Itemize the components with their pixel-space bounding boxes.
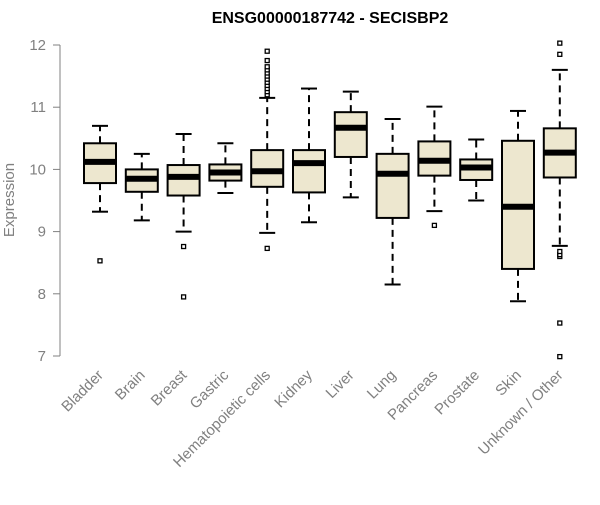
- y-axis-title: Expression: [1, 163, 18, 237]
- outlier-point: [557, 353, 563, 360]
- outlier-point: [557, 40, 563, 46]
- x-category-label: Lung: [364, 367, 400, 403]
- box-11: [501, 109, 535, 303]
- box-10: [459, 138, 494, 202]
- y-tick-label: 7: [38, 348, 46, 365]
- box-7: [333, 90, 368, 199]
- box-2: [124, 152, 159, 222]
- box-iqr: [375, 152, 410, 219]
- outlier-point: [180, 294, 187, 300]
- box-9: [417, 105, 452, 229]
- outlier-point: [264, 57, 270, 64]
- outlier-point: [264, 64, 270, 70]
- boxes-group: [83, 40, 577, 360]
- outlier-point: [97, 258, 103, 264]
- y-axis: 7 8 9 10 11 12: [29, 37, 61, 365]
- outlier-point: [557, 51, 563, 57]
- box-5: [250, 48, 285, 252]
- outlier-point: [180, 243, 187, 250]
- outlier-point: [264, 48, 270, 54]
- box-iqr: [166, 164, 201, 197]
- box-4: [208, 142, 243, 195]
- y-tick-label: 9: [38, 224, 46, 241]
- x-category-label: Liver: [323, 367, 358, 402]
- x-category-label: Bladder: [58, 367, 107, 416]
- outlier-point: [264, 245, 270, 252]
- outlier-point: [431, 222, 438, 229]
- y-tick-label: 11: [30, 99, 46, 116]
- x-category-label: Prostate: [431, 367, 483, 419]
- y-tick-label: 12: [29, 37, 46, 54]
- box-6: [292, 87, 326, 224]
- box-12: [542, 40, 577, 360]
- box-iqr: [333, 111, 368, 158]
- x-category-label: Kidney: [271, 366, 316, 411]
- x-category-label: Skin: [492, 367, 525, 400]
- box-iqr: [292, 149, 326, 194]
- chart-title: ENSG00000187742 - SECISBP2: [212, 10, 449, 27]
- x-category-label: Brain: [112, 367, 149, 404]
- box-3: [166, 132, 201, 300]
- box-1: [83, 124, 117, 264]
- box-8: [375, 118, 410, 286]
- y-tick-label: 8: [38, 286, 46, 303]
- x-category-label: Breast: [148, 366, 191, 409]
- y-tick-label: 10: [29, 161, 46, 178]
- outlier-point: [557, 320, 563, 326]
- outlier-point: [557, 248, 563, 255]
